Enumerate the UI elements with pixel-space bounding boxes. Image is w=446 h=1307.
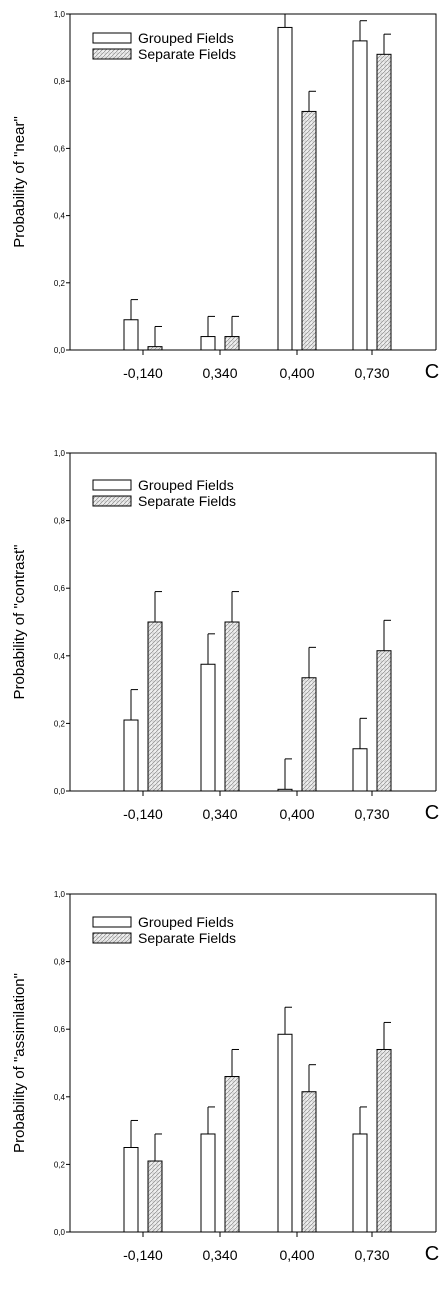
bar-grouped-fields <box>123 319 139 351</box>
y-axis-label: Probability of "contrast" <box>11 545 28 700</box>
legend-swatch-separate <box>92 495 132 507</box>
x-tick-label: 0,400 <box>279 365 314 381</box>
bar-separate-fields <box>224 1076 240 1233</box>
y-tick-label: 0,2 <box>54 1160 66 1169</box>
bar-grouped-fields <box>200 663 216 792</box>
x-tick-label: -0,140 <box>123 365 163 381</box>
y-tick-label: 0,0 <box>54 1228 66 1237</box>
legend-label-grouped: Grouped Fields <box>138 477 234 493</box>
y-axis-label: Probability of "near" <box>11 116 28 248</box>
bar-grouped-fields <box>352 40 368 351</box>
x-axis-label: C <box>425 802 439 824</box>
legend-swatch-grouped <box>92 32 132 44</box>
bar-separate-fields <box>301 677 317 792</box>
y-tick-label: 0,4 <box>54 1093 66 1102</box>
y-tick-label: 0,2 <box>54 719 66 728</box>
bar-grouped-fields <box>352 748 368 792</box>
legend-swatch-separate <box>92 48 132 60</box>
y-tick-label: 0,0 <box>54 787 66 796</box>
x-tick-label: 0,730 <box>354 365 389 381</box>
bar-grouped-fields <box>277 26 293 351</box>
bar-grouped-fields <box>200 336 216 351</box>
bar-separate-fields <box>224 621 240 792</box>
y-tick-label: 0,4 <box>54 212 66 221</box>
bar-separate-fields <box>376 53 392 351</box>
x-tick-label: 0,400 <box>279 1247 314 1263</box>
y-tick-label: 0,0 <box>54 346 66 355</box>
x-tick-label: 0,340 <box>202 365 237 381</box>
x-axis-label: C <box>425 361 439 383</box>
legend-label-grouped: Grouped Fields <box>138 30 234 46</box>
y-tick-label: 0,8 <box>54 958 66 967</box>
y-tick-label: 0,6 <box>54 144 66 153</box>
chart-panel-2: 0,0 0,2 0,4 0,6 0,8 1,0 Probability of "contra… <box>11 449 439 824</box>
bar-grouped-fields <box>123 719 139 792</box>
x-tick-label: 0,340 <box>202 1247 237 1263</box>
bar-separate-fields <box>301 1091 317 1233</box>
y-tick-label: 1,0 <box>54 449 66 458</box>
y-tick-label: 0,8 <box>54 77 66 86</box>
legend-label-separate: Separate Fields <box>138 46 236 62</box>
bar-separate-fields <box>147 346 163 351</box>
y-tick-label: 0,8 <box>54 517 66 526</box>
x-tick-label: -0,140 <box>123 806 163 822</box>
chart-panel-3: 0,0 0,2 0,4 0,6 0,8 1,0 Probability of "assimi… <box>11 890 439 1265</box>
y-tick-label: 1,0 <box>54 10 66 19</box>
legend-swatch-separate <box>92 932 132 944</box>
x-tick-label: -0,140 <box>123 1247 163 1263</box>
y-axis-label: Probability of "assimilation" <box>11 973 28 1153</box>
y-tick-label: 0,4 <box>54 652 66 661</box>
legend-label-grouped: Grouped Fields <box>138 914 234 930</box>
legend-swatch-grouped <box>92 916 132 928</box>
bar-separate-fields <box>147 1160 163 1233</box>
plot-frame <box>69 452 437 791</box>
x-axis-label: C <box>425 1243 439 1265</box>
bar-separate-fields <box>147 621 163 792</box>
x-tick-label: 0,400 <box>279 806 314 822</box>
bar-grouped-fields <box>123 1147 139 1233</box>
x-tick-label: 0,340 <box>202 806 237 822</box>
x-tick-label: 0,730 <box>354 1247 389 1263</box>
plot-frame <box>69 13 437 350</box>
bar-separate-fields <box>376 1048 392 1233</box>
plot-frame <box>69 893 437 1232</box>
bar-grouped-fields <box>277 1033 293 1233</box>
bar-grouped-fields <box>277 788 293 792</box>
bar-separate-fields <box>301 110 317 351</box>
chart-panel-1: 0,0 0,2 0,4 0,6 0,8 1,0 Probability of "near" -… <box>11 10 439 383</box>
bar-separate-fields <box>376 650 392 792</box>
y-tick-label: 0,6 <box>54 584 66 593</box>
y-tick-label: 1,0 <box>54 890 66 899</box>
bar-grouped-fields <box>352 1133 368 1233</box>
legend-label-separate: Separate Fields <box>138 930 236 946</box>
legend-swatch-grouped <box>92 479 132 491</box>
bar-separate-fields <box>224 336 240 351</box>
y-tick-label: 0,6 <box>54 1025 66 1034</box>
x-tick-label: 0,730 <box>354 806 389 822</box>
bar-grouped-fields <box>200 1133 216 1233</box>
legend-label-separate: Separate Fields <box>138 493 236 509</box>
y-tick-label: 0,2 <box>54 279 66 288</box>
